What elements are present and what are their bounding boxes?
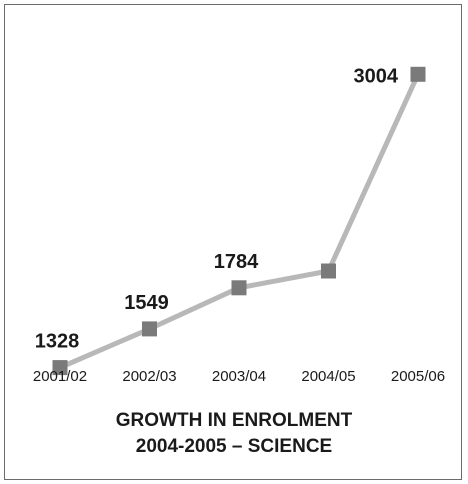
x-tick-label: 2003/04 xyxy=(212,368,266,385)
x-tick-label: 2005/06 xyxy=(391,368,445,385)
data-point-2001/02 xyxy=(52,360,68,376)
data-label-2002/03: 1549 xyxy=(124,292,169,314)
data-label-layer: 1328 1549 1784 3004 xyxy=(35,65,399,352)
data-point-2003/04 xyxy=(231,280,247,296)
data-label-2003/04: 1784 xyxy=(214,251,259,273)
data-point-2005/06 xyxy=(410,66,426,82)
data-point-2002/03 xyxy=(142,321,157,337)
chart-title-line-1: GROWTH IN ENROLMENT xyxy=(115,410,353,431)
data-label-2005/06: 3004 xyxy=(354,65,399,87)
series-layer xyxy=(52,66,426,376)
x-tick-layer: 2001/02 2002/03 2003/04 2004/05 2005/06 xyxy=(33,368,445,385)
x-tick-label: 2004/05 xyxy=(301,368,355,385)
chart-frame xyxy=(4,4,462,480)
chart-title-line-2: 2004-2005 – SCIENCE xyxy=(135,436,333,457)
series-line xyxy=(59,73,421,370)
x-tick-label: 2002/03 xyxy=(122,368,176,385)
x-tick-label: 2001/02 xyxy=(33,368,87,385)
data-label-2001/02: 1328 xyxy=(35,331,80,353)
data-point-2004/05 xyxy=(321,263,336,279)
